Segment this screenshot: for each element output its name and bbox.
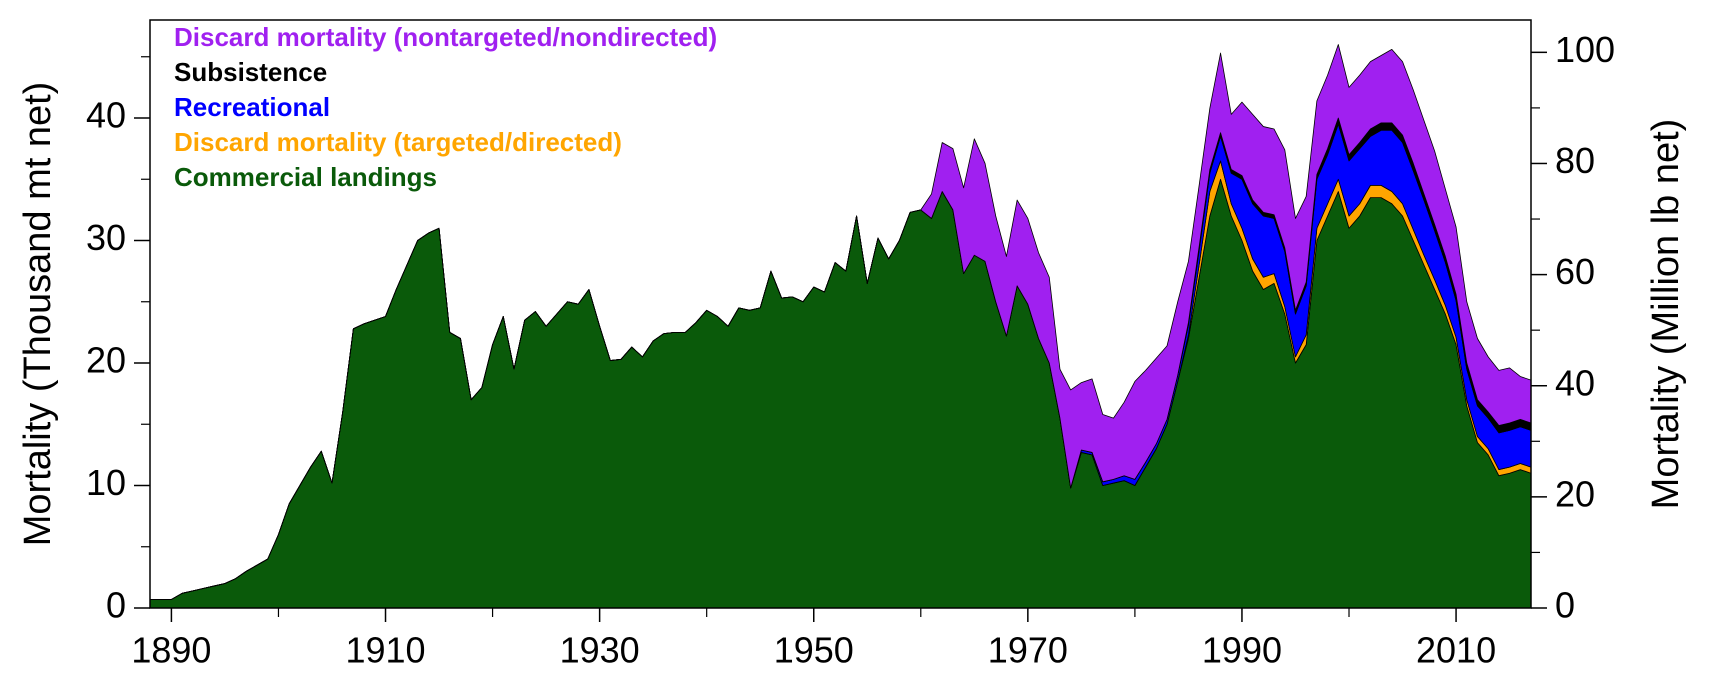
plot-frame	[149, 19, 1532, 609]
area	[149, 178, 1532, 609]
y2-tick-label: 40	[1555, 362, 1595, 403]
x-tick-label: 1910	[345, 630, 425, 671]
legend-label: Commercial landings	[174, 162, 437, 192]
y2-tick-label: 80	[1555, 140, 1595, 181]
y2-axis-title: Mortality (Million lb net)	[1645, 119, 1687, 510]
legend-label: Discard mortality (targeted/directed)	[174, 127, 622, 157]
x-tick-label: 1970	[988, 630, 1068, 671]
x-tick-label: 2010	[1416, 630, 1496, 671]
legend-label: Recreational	[174, 92, 330, 122]
y-tick-label: 10	[86, 462, 126, 503]
legend-label: Subsistence	[174, 57, 327, 87]
y2-tick-label: 0	[1555, 585, 1575, 626]
y2-tick-label: 60	[1555, 251, 1595, 292]
y-tick-label: 20	[86, 340, 126, 381]
x-tick-label: 1950	[774, 630, 854, 671]
y-tick-label: 40	[86, 95, 126, 136]
x-tick-label: 1990	[1202, 630, 1282, 671]
x-tick-label: 1890	[131, 630, 211, 671]
y-tick-label: 30	[86, 217, 126, 258]
y-tick-label: 0	[106, 585, 126, 626]
x-tick-label: 1930	[560, 630, 640, 671]
legend-label: Discard mortality (nontargeted/nondirect…	[174, 22, 717, 52]
y2-tick-label: 100	[1555, 29, 1615, 70]
y2-tick-label: 20	[1555, 473, 1595, 514]
y-axis-title: Mortality (Thousand mt net)	[17, 82, 59, 547]
